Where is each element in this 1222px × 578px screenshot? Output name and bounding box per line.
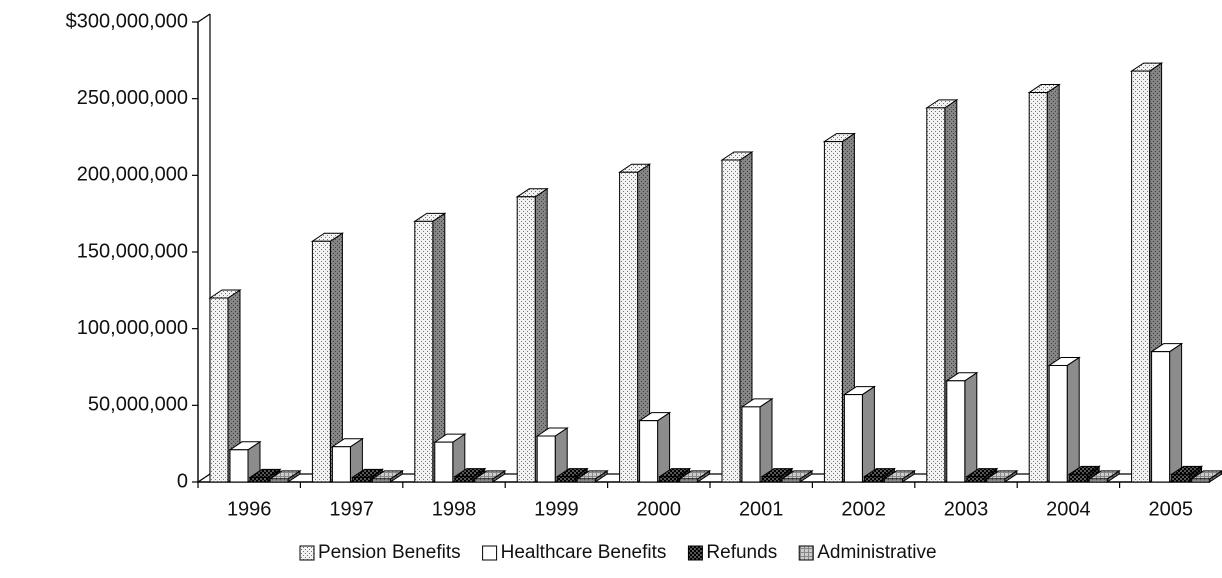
bar-side-shade bbox=[390, 470, 403, 482]
x-tick-label: 2005 bbox=[1149, 498, 1194, 520]
bar bbox=[926, 107, 946, 483]
bar bbox=[1048, 364, 1068, 483]
bar bbox=[576, 478, 596, 483]
bar-side-shade bbox=[350, 438, 363, 482]
bar bbox=[823, 141, 843, 483]
x-tick-label: 2000 bbox=[637, 498, 682, 520]
bar-side-shade bbox=[330, 233, 343, 482]
bar bbox=[1028, 92, 1048, 483]
bar bbox=[229, 449, 249, 483]
legend-label: Refunds bbox=[706, 542, 777, 563]
bar bbox=[311, 240, 331, 483]
y-tick-label: 200,000,000 bbox=[77, 164, 188, 186]
bar bbox=[1088, 478, 1108, 483]
legend-marker bbox=[798, 545, 814, 561]
bar bbox=[659, 476, 679, 483]
bar bbox=[269, 478, 289, 483]
bar bbox=[843, 394, 863, 483]
bar bbox=[516, 196, 536, 483]
y-tick-label: 0 bbox=[177, 470, 188, 492]
legend-marker bbox=[299, 545, 315, 561]
bar bbox=[434, 441, 454, 483]
legend-label: Administrative bbox=[817, 542, 936, 563]
bar-side-shade bbox=[637, 164, 650, 482]
bar-side-shade bbox=[902, 470, 915, 482]
bar bbox=[761, 476, 781, 483]
bar-side-shade bbox=[1209, 470, 1222, 482]
legend-label: Healthcare Benefits bbox=[501, 542, 667, 563]
bar bbox=[619, 171, 639, 483]
bar bbox=[721, 159, 741, 483]
bar bbox=[414, 220, 434, 483]
bar bbox=[1171, 473, 1191, 483]
bar bbox=[966, 476, 986, 483]
bar-side-shade bbox=[492, 470, 505, 482]
bar-side-shade bbox=[555, 428, 568, 482]
bar-side-shade bbox=[1107, 470, 1120, 482]
bar bbox=[454, 476, 474, 483]
bar bbox=[249, 476, 269, 483]
bar-side-shade bbox=[1067, 357, 1080, 482]
bar bbox=[986, 478, 1006, 483]
bar bbox=[741, 406, 761, 483]
x-tick-label: 2003 bbox=[944, 498, 989, 520]
y-tick-label: 100,000,000 bbox=[77, 317, 188, 339]
bar-side-shade bbox=[862, 386, 875, 482]
bar-side-shade bbox=[760, 398, 772, 482]
bar bbox=[679, 478, 699, 483]
legend-label: Pension Benefits bbox=[318, 542, 461, 563]
bar bbox=[1151, 351, 1171, 483]
axis-corner bbox=[197, 13, 211, 23]
legend-marker bbox=[482, 545, 498, 561]
x-tick-label: 2001 bbox=[739, 498, 784, 520]
x-tick-label: 2002 bbox=[841, 498, 886, 520]
bar bbox=[1131, 70, 1151, 483]
x-tick-label: 1997 bbox=[329, 498, 374, 520]
x-tick-label: 1999 bbox=[534, 498, 579, 520]
bar-side-shade bbox=[1169, 343, 1182, 482]
legend-marker bbox=[687, 545, 703, 561]
bar-side-shade bbox=[248, 441, 260, 482]
y-tick-label: $300,000,000 bbox=[66, 10, 188, 32]
bar bbox=[556, 476, 576, 483]
x-tick-label: 1998 bbox=[432, 498, 477, 520]
bar bbox=[946, 380, 966, 483]
bar bbox=[1191, 478, 1211, 483]
bar-side-shade bbox=[535, 188, 548, 483]
bar bbox=[883, 478, 903, 483]
bar bbox=[781, 478, 801, 483]
bar-side-shade bbox=[740, 152, 752, 482]
bar-side-shade bbox=[657, 412, 670, 482]
bar-side-shade bbox=[595, 470, 608, 482]
bar-side-shade bbox=[288, 470, 300, 482]
y-tick-label: 250,000,000 bbox=[77, 87, 188, 109]
bar-side-shade bbox=[964, 372, 977, 482]
bar bbox=[1068, 473, 1088, 483]
bar-side-shade bbox=[452, 434, 465, 482]
bar-side-shade bbox=[1004, 470, 1017, 482]
axis-corner bbox=[197, 473, 211, 483]
bar-side-shade bbox=[800, 470, 812, 482]
bar-side-shade bbox=[697, 470, 710, 482]
y-tick-label: 150,000,000 bbox=[77, 240, 188, 262]
x-tick-label: 1996 bbox=[227, 498, 272, 520]
bar bbox=[209, 297, 229, 483]
bar bbox=[639, 420, 659, 483]
bar bbox=[331, 446, 351, 483]
bar bbox=[351, 476, 371, 483]
bar bbox=[474, 478, 494, 483]
x-tick-label: 2004 bbox=[1046, 498, 1091, 520]
bar bbox=[536, 435, 556, 483]
bar-side-shade bbox=[432, 213, 445, 483]
bar bbox=[863, 476, 883, 483]
bar-side-shade bbox=[228, 290, 240, 482]
y-tick-label: 50,000,000 bbox=[88, 394, 188, 416]
bar bbox=[371, 478, 391, 483]
